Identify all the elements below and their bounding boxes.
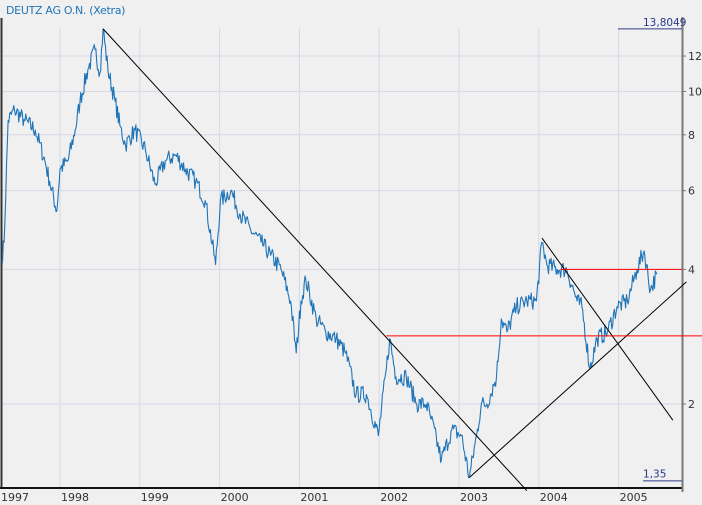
x-tick-label: 2000 <box>221 491 249 504</box>
x-tick-label: 2001 <box>300 491 328 504</box>
y-tick-label: 12 <box>688 50 702 63</box>
y-tick-label: 4 <box>688 263 695 276</box>
min-label: 1,35 <box>643 468 666 480</box>
max-label: 13,8049 <box>643 17 686 29</box>
y-tick-label: 10 <box>688 85 702 98</box>
x-tick-label: 1997 <box>1 491 29 504</box>
x-tick-label: 2005 <box>620 491 648 504</box>
x-tick-label: 2002 <box>380 491 408 504</box>
y-tick-label: 2 <box>688 398 695 411</box>
x-tick-label: 2004 <box>540 491 568 504</box>
trendline <box>469 281 687 478</box>
trendline <box>541 237 674 421</box>
trendline <box>102 28 528 492</box>
x-tick-label: 1999 <box>141 491 169 504</box>
x-tick-label: 1998 <box>61 491 89 504</box>
x-tick-label: 2003 <box>460 491 488 504</box>
chart-title: DEUTZ AG O.N. (Xetra) <box>6 4 126 17</box>
y-tick-label: 6 <box>688 185 695 198</box>
price-line <box>1 28 658 479</box>
y-tick-label: 8 <box>688 129 695 142</box>
